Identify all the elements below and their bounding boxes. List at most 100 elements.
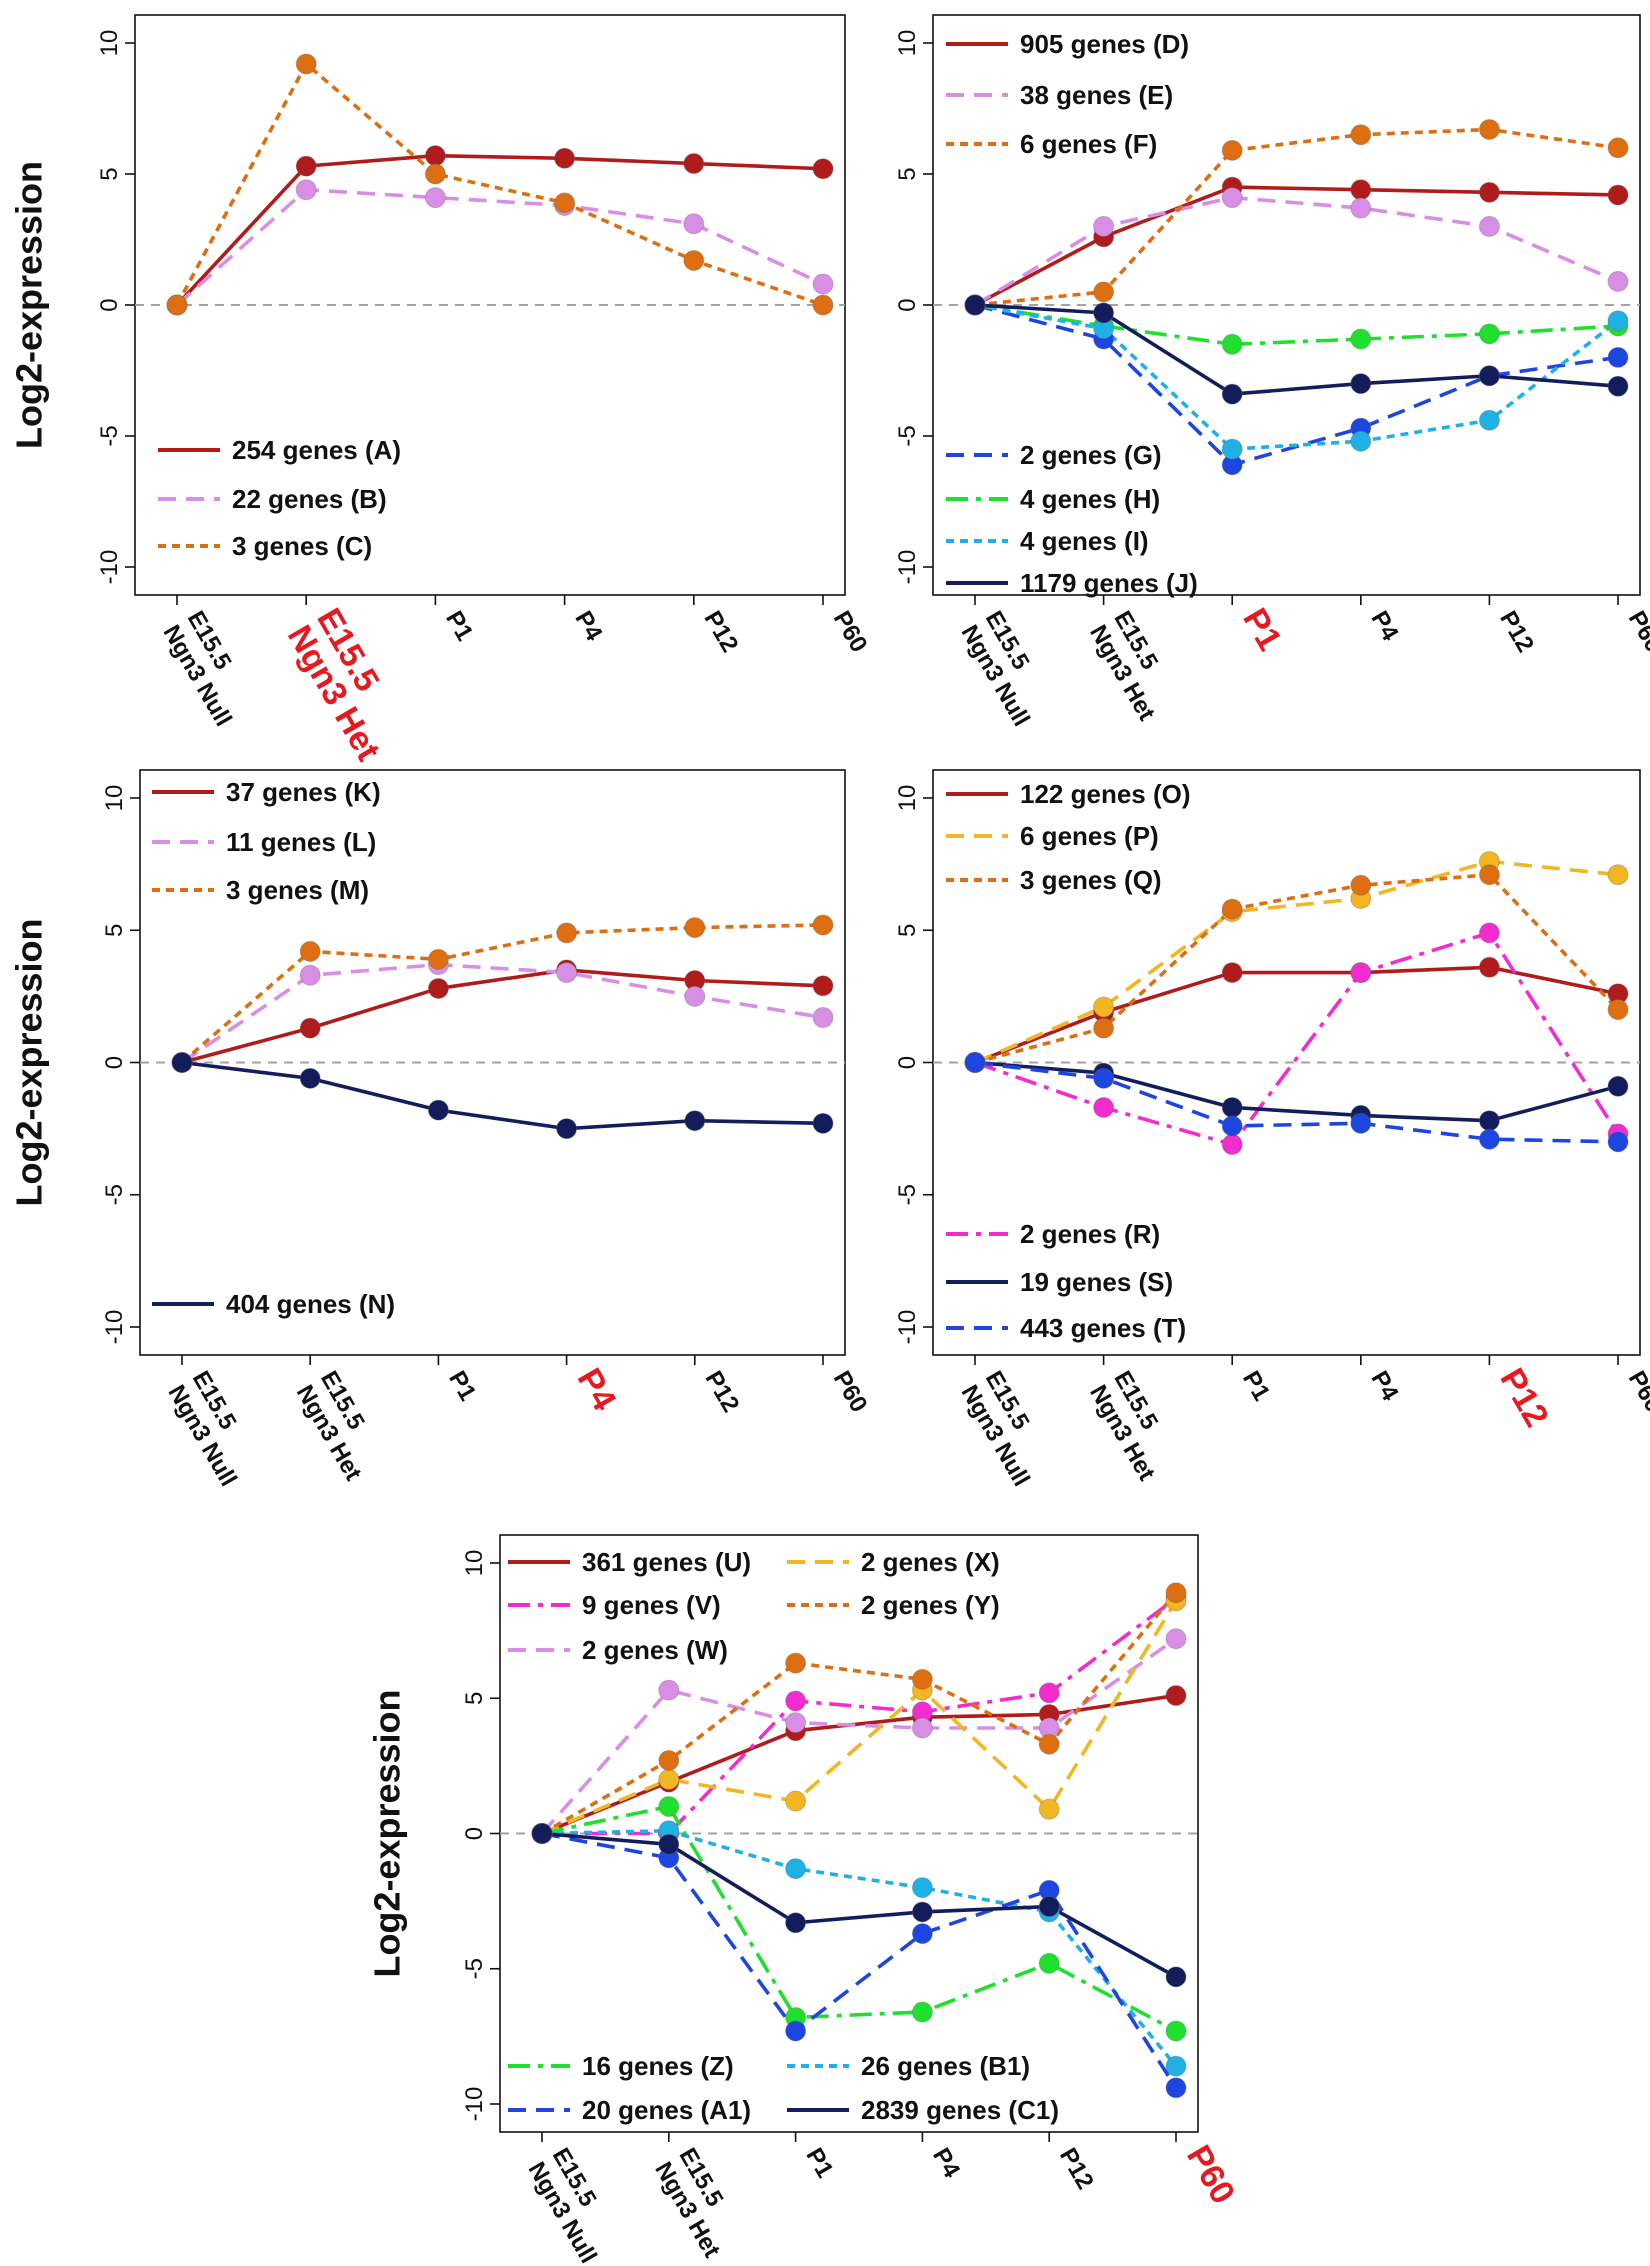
data-point [658, 1768, 680, 1790]
data-point [424, 163, 446, 185]
data-point [1221, 438, 1243, 460]
data-point [556, 922, 578, 944]
legend-label: 6 genes (P) [1020, 821, 1159, 851]
x-tick-label-group: P60 [828, 607, 873, 657]
x-tick-label: P12 [1054, 2144, 1099, 2194]
data-point [1478, 1110, 1500, 1132]
data-point [785, 1690, 807, 1712]
y-tick-label: 0 [894, 1056, 921, 1069]
data-point [1038, 1896, 1060, 1918]
y-tick-label: 10 [894, 30, 921, 57]
data-point [427, 977, 449, 999]
data-point [1478, 365, 1500, 387]
y-tick-label: 5 [894, 924, 921, 937]
data-point [531, 1823, 553, 1844]
series-line-3 [180, 923, 824, 1064]
data-point [1607, 375, 1629, 397]
y-tick-label: 10 [96, 30, 123, 57]
data-point [427, 1099, 449, 1121]
legend-label: 122 genes (O) [1020, 779, 1191, 809]
series-line-5 [974, 1060, 1619, 1123]
data-point [1221, 139, 1243, 161]
x-tick-label: P60 [1623, 1367, 1650, 1417]
data-point [911, 2001, 933, 2023]
y-tick-label: -5 [461, 1958, 488, 1979]
data-point [1607, 137, 1629, 159]
series-line-6 [974, 303, 1620, 451]
x-tick-label-group: P60 [1623, 1367, 1650, 1417]
data-point [1038, 1798, 1060, 1820]
data-point [1607, 346, 1629, 368]
series-line-4 [974, 931, 1620, 1147]
x-tick-label: P1 [1235, 602, 1289, 657]
x-tick-label: P12 [1494, 607, 1539, 657]
series-line-1 [974, 185, 1619, 307]
data-point [1478, 956, 1500, 978]
y-tick-label: -10 [461, 2087, 488, 2122]
y-axis-title: Log2-expression [9, 918, 50, 1206]
data-point [1478, 215, 1500, 237]
series-line-5 [541, 1591, 1178, 1836]
data-point [1607, 864, 1629, 886]
data-point [1093, 1017, 1115, 1039]
data-point [1478, 323, 1500, 345]
data-point [1038, 1733, 1060, 1755]
data-point [1093, 1067, 1115, 1089]
data-point [1221, 1133, 1243, 1155]
x-tick-label: P1 [1237, 1367, 1275, 1406]
x-tick-label-group: P4 [1366, 607, 1404, 646]
legend-label: 2 genes (R) [1020, 1219, 1160, 1249]
x-tick-label-group: P1 [440, 607, 478, 646]
y-axis-title: Log2-expression [9, 161, 50, 449]
data-point [1038, 1682, 1060, 1704]
legend-label: 16 genes (Z) [582, 2051, 734, 2081]
legend-label: 2 genes (X) [861, 1547, 1000, 1577]
x-tick-label-group: P12 [700, 1367, 745, 1417]
y-tick-label: 0 [894, 298, 921, 311]
data-point [1607, 1131, 1629, 1153]
x-tick-label: P60 [828, 607, 873, 657]
data-point [812, 1007, 834, 1029]
x-tick-label: P1 [800, 2144, 838, 2183]
y-tick-label: 10 [101, 785, 128, 812]
legend-label: 1179 genes (J) [1020, 568, 1198, 598]
x-tick-label-group: P4 [927, 2144, 965, 2183]
data-point [295, 155, 317, 177]
y-tick-label: 0 [96, 298, 123, 311]
series-line-6 [541, 1804, 1177, 2033]
y-tick-label: -10 [894, 1310, 921, 1345]
y-axis-title: Log2-expression [367, 1689, 408, 1977]
data-point [683, 153, 705, 175]
data-point [1350, 874, 1372, 896]
y-tick-label: 5 [894, 167, 921, 180]
series-line-1 [974, 965, 1619, 1065]
x-tick-label-group: P4 [1366, 1367, 1404, 1406]
data-point [658, 1833, 680, 1855]
data-point [1478, 181, 1500, 203]
data-point [1221, 187, 1243, 209]
data-point [295, 179, 317, 201]
data-point [785, 1652, 807, 1674]
legend-label: 404 genes (N) [226, 1289, 395, 1319]
series-line-3 [974, 127, 1619, 307]
legend-label: 254 genes (A) [232, 435, 401, 465]
legend-label: 361 genes (U) [582, 1547, 751, 1577]
y-tick-label: -5 [96, 425, 123, 446]
legend-label: 20 genes (A1) [582, 2095, 751, 2125]
data-point [683, 213, 705, 235]
y-tick-label: -5 [894, 1184, 921, 1205]
x-tick-label-group: P1 [800, 2144, 838, 2183]
x-tick-label-group: P4 [569, 607, 607, 646]
data-point [295, 53, 317, 75]
x-tick-label-group: P60 [1179, 2139, 1242, 2210]
data-point [1478, 1128, 1500, 1150]
data-point [1165, 1582, 1187, 1604]
legend-label: 4 genes (H) [1020, 484, 1160, 514]
